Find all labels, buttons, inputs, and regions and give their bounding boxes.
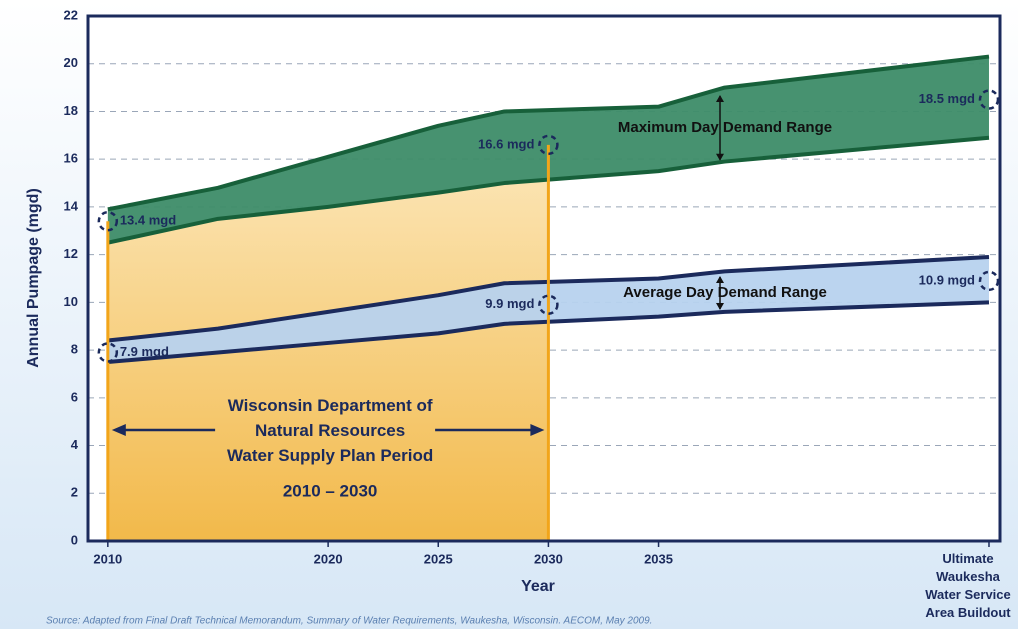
y-tick-label: 2: [71, 485, 78, 500]
band-label: Average Day Demand Range: [623, 284, 827, 301]
x-axis-title: Year: [521, 578, 555, 595]
period-arrow-left-head: [111, 424, 126, 436]
y-tick-label: 16: [64, 151, 78, 166]
y-tick-label: 14: [64, 198, 79, 213]
x-tick-label: 2025: [424, 551, 453, 566]
annotation-label: 9.9 mgd: [485, 296, 534, 311]
period-fill: [107, 179, 549, 542]
annotation-marker: [97, 342, 119, 363]
annotation-marker: [978, 270, 1000, 292]
y-tick-label: 12: [64, 246, 78, 261]
y-tick-label: 22: [64, 7, 78, 22]
x-tick-label: Ultimate Waukesha Water Service Area Buildo…: [925, 551, 1011, 620]
x-tick-label: 2030: [534, 551, 563, 566]
annotation-label: 13.4 mgd: [120, 213, 176, 228]
y-tick-label: 0: [71, 532, 78, 547]
annotation-marker: [538, 294, 559, 315]
band-line-high: [107, 54, 990, 212]
annotation-label: 7.9 mgd: [120, 344, 169, 359]
period-arrow-right-head: [530, 424, 545, 436]
period-label: Wisconsin Department of Natural Resources…: [227, 396, 433, 465]
annotation-marker: [538, 134, 559, 156]
y-tick-label: 18: [64, 103, 78, 118]
annotation-label: 16.6 mgd: [478, 136, 534, 151]
annotation-marker: [97, 210, 119, 232]
arrow-head: [716, 276, 724, 311]
y-axis-title: Annual Pumpage (mgd): [25, 188, 42, 368]
arrow-head: [716, 95, 724, 161]
x-tick-label: 2010: [93, 551, 122, 566]
y-tick-label: 6: [71, 389, 78, 404]
x-tick-label: 2035: [644, 551, 673, 566]
annotation-marker: [978, 89, 1000, 110]
band-line-low: [107, 300, 990, 365]
annotation-label: 10.9 mgd: [919, 272, 975, 287]
y-tick-label: 20: [64, 55, 78, 70]
x-tick-label: 2020: [314, 551, 343, 566]
plot-border: [86, 14, 1002, 543]
annotation-label: 18.5 mgd: [919, 91, 975, 106]
y-tick-label: 8: [71, 342, 78, 357]
source-note: Source: Adapted from Final Draft Technic…: [46, 616, 652, 627]
period-range: 2010 – 2030: [283, 481, 378, 500]
band-label: Maximum Day Demand Range: [618, 119, 832, 136]
band-line-low: [107, 135, 990, 245]
y-tick-label: 10: [64, 294, 78, 309]
y-tick-label: 4: [71, 437, 79, 452]
band-line-high: [107, 255, 990, 343]
